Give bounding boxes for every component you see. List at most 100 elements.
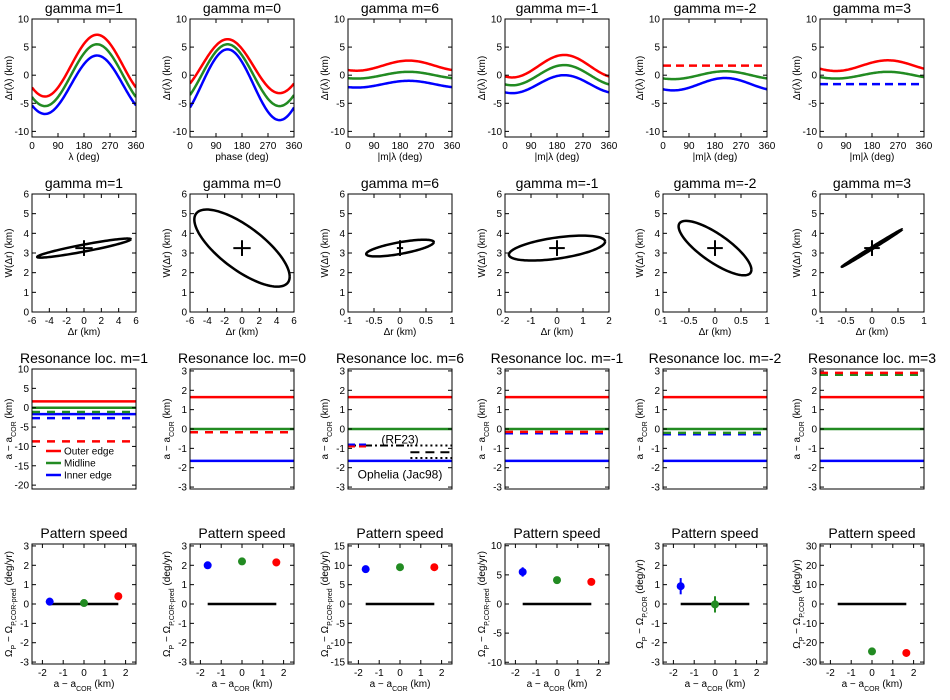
- x-axis-label: a − aCOR (km): [685, 679, 746, 693]
- series-line: [505, 63, 609, 87]
- y-tick-label: 2: [339, 268, 345, 279]
- panel-title: Pattern speed: [828, 525, 915, 541]
- y-tick-label: -3: [808, 483, 817, 494]
- x-tick-label: 4: [116, 316, 122, 327]
- y-tick-label: 0: [339, 425, 345, 436]
- panel-r0-c1: gamma m=0 -10 -5 0 5 10 0 90 180 270 360 phase (deg…: [162, 0, 303, 163]
- y-tick-label: -5: [20, 423, 29, 434]
- x-tick-label: -2: [38, 668, 47, 679]
- x-tick-label: 270: [733, 141, 750, 152]
- y-tick-label: 2: [181, 268, 187, 279]
- y-tick-label: -3: [20, 658, 29, 669]
- x-tick-label: 0: [554, 316, 560, 327]
- x-tick-label: 0: [502, 141, 508, 152]
- y-tick-label: 3: [181, 366, 187, 377]
- y-tick-label: 0: [496, 425, 502, 436]
- panel-title: gamma m=-1: [516, 0, 599, 16]
- y-tick-label: 3: [811, 366, 817, 377]
- panel-r0-c4: gamma m=-2 -10 -5 0 5 10 0 90 180 270 360 |m|λ (deg…: [635, 0, 776, 163]
- x-tick-label: 2: [439, 668, 445, 679]
- y-axis-label: Δr(λ) (km): [320, 56, 331, 100]
- y-tick-label: -1: [20, 619, 29, 630]
- y-tick-label: 1: [811, 288, 817, 299]
- legend-label: Midline: [64, 459, 96, 470]
- y-tick-label: 3: [181, 249, 187, 260]
- y-tick-label: 2: [339, 386, 345, 397]
- y-tick-label: -5: [651, 99, 660, 110]
- y-axis-label: W(Δr) (km): [4, 229, 15, 278]
- series-line: [348, 70, 452, 80]
- y-tick-label: 5: [339, 43, 345, 54]
- y-tick-label: 4: [23, 229, 29, 240]
- panel-title: Resonance loc. m=0: [178, 350, 306, 366]
- panel-title: Resonance loc. m=-1: [491, 350, 624, 366]
- y-tick-label: 5: [181, 43, 187, 54]
- y-tick-label: 2: [654, 561, 660, 572]
- y-axis-label: Δr(λ) (km): [162, 56, 173, 100]
- x-tick-label: 180: [707, 141, 724, 152]
- y-tick-label: 2: [23, 268, 29, 279]
- x-tick-label: 90: [368, 141, 380, 152]
- x-tick-label: -2: [220, 316, 229, 327]
- y-tick-label: 3: [496, 366, 502, 377]
- panel-r0-c5: gamma m=3 -10 -5 0 5 10 0 90 180 270 360 |m|λ (deg)…: [792, 0, 933, 163]
- y-tick-label: 2: [811, 386, 817, 397]
- series-line: [348, 59, 452, 72]
- panel-r0-c3: gamma m=-1 -10 -5 0 5 10 0 90 180 270 360 |m|λ (deg…: [477, 0, 618, 163]
- series-line: [820, 70, 924, 80]
- x-tick-label: 180: [234, 141, 251, 152]
- y-axis-label: ΩP − ΩP,COR-pred (deg/yr): [320, 551, 334, 657]
- y-tick-label: 1: [181, 580, 187, 591]
- data-point: [676, 582, 685, 591]
- y-tick-label: 10: [334, 561, 346, 572]
- y-tick-label: -10: [803, 619, 818, 630]
- y-tick-label: 1: [811, 405, 817, 416]
- y-axis-label: ΩP − ΩP,COR-pred (deg/yr): [4, 551, 18, 657]
- y-axis-label: W(Δr) (km): [162, 229, 173, 278]
- panel-title: Pattern speed: [671, 525, 758, 541]
- x-tick-label: 1: [733, 668, 739, 679]
- y-tick-label: 1: [339, 288, 345, 299]
- y-tick-label: 0: [181, 425, 187, 436]
- y-tick-label: 0: [811, 71, 817, 82]
- x-tick-label: 1: [890, 668, 896, 679]
- y-tick-label: 2: [23, 561, 29, 572]
- y-tick-label: 0: [23, 403, 29, 414]
- x-tick-label: 0: [554, 668, 560, 679]
- y-axis-label: ΩP − ΩP,COR (deg/yr): [792, 559, 806, 649]
- panel-r2-c1: Resonance loc. m=0 -3 -2 -1 0 1 2 3 a − aCOR (km…: [162, 350, 306, 494]
- y-tick-label: 20: [806, 561, 818, 572]
- x-tick-label: -2: [511, 668, 520, 679]
- panel-r0-c2: gamma m=6 -10 -5 0 5 10 0 90 180 270 360 |m|λ (deg)…: [320, 0, 461, 163]
- data-point: [868, 647, 876, 656]
- x-axis-label: Δr (km): [856, 327, 889, 338]
- x-tick-label: 0: [817, 141, 823, 152]
- x-tick-label: 90: [683, 141, 695, 152]
- x-tick-label: 2: [596, 668, 602, 679]
- panel-r2-c0: Resonance loc. m=1 Outer edgeMidlineInner…: [4, 350, 148, 492]
- x-tick-label: -1: [375, 668, 384, 679]
- y-tick-label: -3: [178, 658, 187, 669]
- y-tick-label: 10: [491, 541, 503, 552]
- ellipse-curve: [840, 228, 904, 269]
- y-axis-label: Δr(λ) (km): [4, 56, 15, 100]
- x-axis-label: Δr (km): [68, 327, 101, 338]
- x-tick-label: 4: [274, 316, 280, 327]
- x-tick-label: 90: [52, 141, 64, 152]
- data-point: [430, 563, 439, 572]
- panel-title: gamma m=3: [833, 175, 911, 191]
- x-axis-label: a − aCOR (km): [370, 679, 431, 693]
- panel-title: gamma m=1: [45, 175, 123, 191]
- y-tick-label: 2: [181, 561, 187, 572]
- y-tick-label: 0: [23, 308, 29, 319]
- y-tick-label: 5: [496, 43, 502, 54]
- y-tick-label: 1: [496, 405, 502, 416]
- y-tick-label: -3: [651, 658, 660, 669]
- x-tick-label: 1: [575, 668, 581, 679]
- y-tick-label: -1: [336, 444, 345, 455]
- x-tick-label: -0.5: [680, 316, 698, 327]
- x-tick-label: 180: [76, 141, 93, 152]
